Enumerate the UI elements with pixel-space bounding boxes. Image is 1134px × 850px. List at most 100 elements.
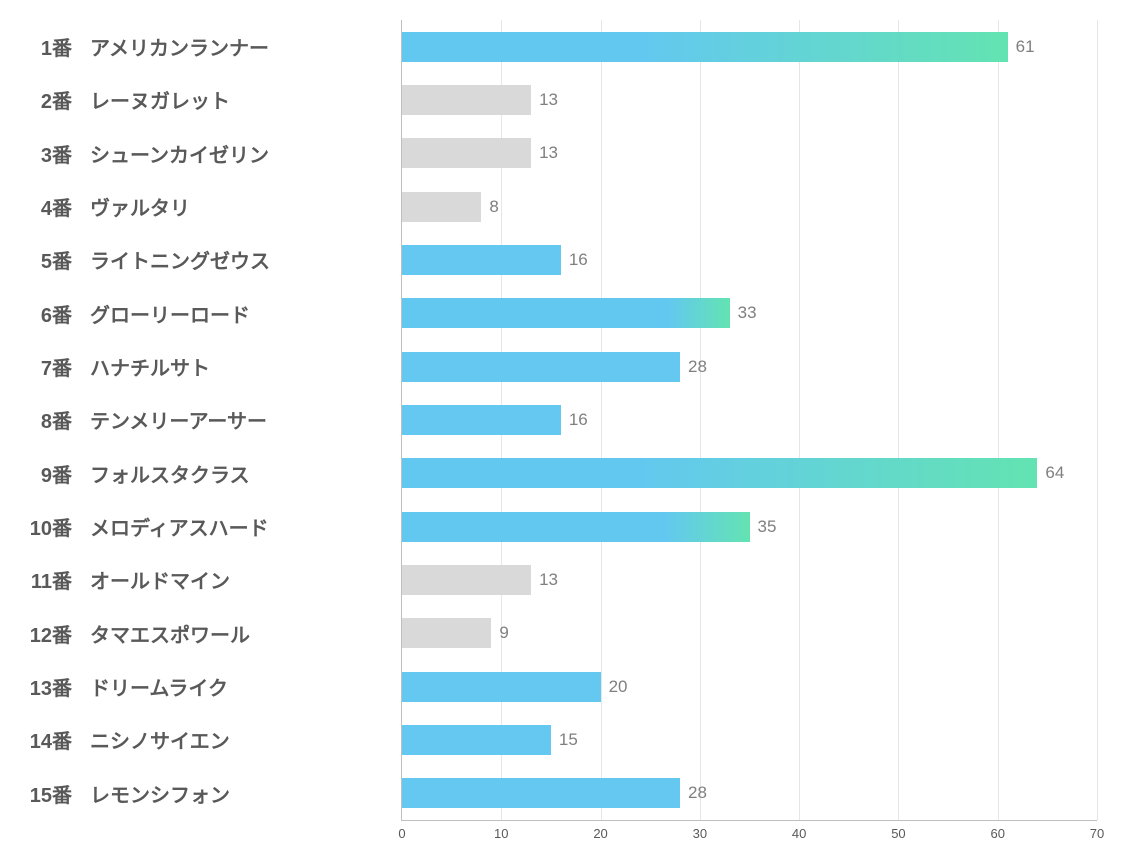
row-number: 13番 [2,672,72,701]
row-label: 1番アメリカンランナー [2,32,402,61]
row-label: 9番フォルスタクラス [2,459,402,488]
row-label: 3番シューンカイゼリン [2,139,402,168]
row-label: 8番テンメリーアーサー [2,405,402,434]
gridline [1097,20,1098,820]
row-name: アメリカンランナー [90,32,269,61]
bar-value-label: 28 [688,783,707,803]
bar-value-label: 13 [539,143,558,163]
row-label: 13番ドリームライク [2,672,402,701]
row-number: 2番 [2,85,72,114]
bar-value-label: 28 [688,357,707,377]
row-label: 4番ヴァルタリ [2,192,402,221]
table-row: 7番ハナチルサト28 [402,340,1097,393]
row-label: 12番タマエスポワール [2,619,402,648]
table-row: 9番フォルスタクラス64 [402,447,1097,500]
row-number: 6番 [2,299,72,328]
row-name: ライトニングゼウス [90,245,270,274]
row-name: レモンシフォン [90,779,230,808]
table-row: 8番テンメリーアーサー16 [402,393,1097,446]
table-row: 4番ヴァルタリ8 [402,180,1097,233]
bar-value-label: 13 [539,570,558,590]
row-name: タマエスポワール [90,619,250,648]
plot-area: 0102030405060701番アメリカンランナー612番レーヌガレット133… [401,20,1097,821]
row-number: 5番 [2,245,72,274]
row-name: ヴァルタリ [90,192,190,221]
bar: 13 [402,565,531,595]
x-axis-tick-label: 10 [494,826,508,841]
row-number: 8番 [2,405,72,434]
table-row: 3番シューンカイゼリン13 [402,127,1097,180]
table-row: 2番レーヌガレット13 [402,73,1097,126]
table-row: 11番オールドマイン13 [402,553,1097,606]
row-number: 11番 [2,565,72,594]
x-axis-tick-label: 50 [891,826,905,841]
row-number: 7番 [2,352,72,381]
table-row: 10番メロディアスハード35 [402,500,1097,553]
row-number: 3番 [2,139,72,168]
table-row: 12番タマエスポワール9 [402,607,1097,660]
row-name: テンメリーアーサー [90,405,267,434]
bar-value-label: 64 [1045,463,1064,483]
row-name: オールドマイン [90,565,230,594]
x-axis-tick-label: 40 [792,826,806,841]
bar: 13 [402,138,531,168]
row-name: フォルスタクラス [90,459,250,488]
row-number: 1番 [2,32,72,61]
table-row: 13番ドリームライク20 [402,660,1097,713]
x-axis-tick-label: 60 [990,826,1004,841]
bar: 33 [402,298,730,328]
row-number: 9番 [2,459,72,488]
bar: 13 [402,85,531,115]
bar-value-label: 15 [559,730,578,750]
row-label: 10番メロディアスハード [2,512,402,541]
row-name: シューンカイゼリン [90,139,269,168]
bar-value-label: 8 [489,197,498,217]
x-axis-tick-label: 0 [398,826,405,841]
x-axis-tick-label: 30 [693,826,707,841]
row-label: 6番グローリーロード [2,299,402,328]
row-name: ニシノサイエン [90,725,230,754]
row-number: 12番 [2,619,72,648]
bar-value-label: 61 [1016,37,1035,57]
row-name: ドリームライク [90,672,228,701]
bar: 28 [402,778,680,808]
row-number: 10番 [2,512,72,541]
table-row: 14番ニシノサイエン15 [402,713,1097,766]
bar: 8 [402,192,481,222]
table-row: 1番アメリカンランナー61 [402,20,1097,73]
bar: 9 [402,618,491,648]
x-axis-tick-label: 20 [593,826,607,841]
bar-value-label: 13 [539,90,558,110]
bar-value-label: 33 [738,303,757,323]
bar-value-label: 35 [758,517,777,537]
bar: 16 [402,405,561,435]
row-label: 14番ニシノサイエン [2,725,402,754]
row-label: 15番レモンシフォン [2,779,402,808]
bar: 28 [402,352,680,382]
bar-value-label: 9 [499,623,508,643]
row-label: 2番レーヌガレット [2,85,402,114]
table-row: 15番レモンシフォン28 [402,767,1097,820]
bar-value-label: 20 [609,677,628,697]
row-number: 4番 [2,192,72,221]
table-row: 6番グローリーロード33 [402,287,1097,340]
bar: 16 [402,245,561,275]
x-axis-tick-label: 70 [1090,826,1104,841]
bar-value-label: 16 [569,250,588,270]
bar: 20 [402,672,601,702]
row-number: 14番 [2,725,72,754]
bar: 15 [402,725,551,755]
row-name: メロディアスハード [90,512,269,541]
bar: 61 [402,32,1008,62]
row-name: レーヌガレット [90,85,230,114]
row-name: ハナチルサト [90,352,210,381]
bar-value-label: 16 [569,410,588,430]
row-label: 11番オールドマイン [2,565,402,594]
row-label: 5番ライトニングゼウス [2,245,402,274]
horizontal-bar-chart: 0102030405060701番アメリカンランナー612番レーヌガレット133… [0,0,1134,850]
row-name: グローリーロード [90,299,250,328]
row-label: 7番ハナチルサト [2,352,402,381]
row-number: 15番 [2,779,72,808]
bar: 35 [402,512,750,542]
bar: 64 [402,458,1037,488]
